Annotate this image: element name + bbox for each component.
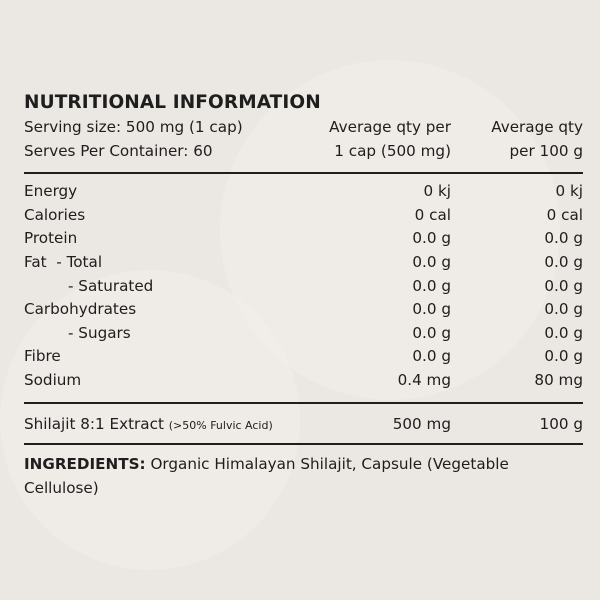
nutrient-per-100g: 0.0 g	[544, 347, 583, 366]
nutrient-label: - Saturated	[68, 276, 154, 295]
nutrient-per-100g: 0.0 g	[544, 276, 583, 295]
nutrient-per-serve: 0 cal	[414, 205, 451, 224]
col2-header: 1 cap (500 mg)	[334, 141, 451, 160]
nutrient-label: Energy	[24, 182, 78, 201]
nutrient-label: Protein	[24, 229, 78, 248]
nutrient-row: Fat - Total 0.0 g 0.0 g	[24, 251, 583, 275]
nutrient-per-serve: 0.0 g	[412, 276, 451, 295]
nutrient-label: Fibre	[24, 347, 61, 366]
nutrient-row: Protein 0.0 g 0.0 g	[24, 227, 583, 251]
background-watermark	[220, 60, 560, 400]
extract-note: (>50% Fulvic Acid)	[168, 418, 273, 432]
nutrient-per-100g: 0.0 g	[544, 300, 583, 319]
nutrient-per-serve: 0.0 g	[412, 323, 451, 342]
nutrient-per-serve: 0 kj	[423, 182, 451, 201]
ingredients: INGREDIENTS: Organic Himalayan Shilajit,…	[24, 452, 583, 500]
nutrient-row: Energy 0 kj 0 kj	[24, 180, 583, 204]
panel-title: NUTRITIONAL INFORMATION	[24, 92, 321, 113]
divider	[24, 172, 583, 175]
nutrient-row: Fibre 0.0 g 0.0 g	[24, 345, 583, 369]
nutrient-label: Sodium	[24, 370, 82, 389]
nutrient-row: - Saturated 0.0 g 0.0 g	[24, 275, 583, 299]
nutrient-per-100g: 0.0 g	[544, 252, 583, 271]
nutrient-per-100g: 0 kj	[555, 182, 583, 201]
nutrient-row: Calories 0 cal 0 cal	[24, 204, 583, 228]
col3-header: Average qty	[491, 118, 583, 136]
ingredients-heading: INGREDIENTS:	[24, 454, 146, 473]
nutrient-label: Fat - Total	[24, 252, 103, 271]
ingredients-text: Organic Himalayan Shilajit, Capsule (Veg…	[24, 454, 509, 497]
divider	[24, 401, 583, 404]
nutrient-row: Sodium 0.4 mg 80 mg	[24, 369, 583, 393]
divider	[24, 442, 583, 445]
serving-size: Serving size: 500 mg (1 cap)	[24, 118, 243, 136]
nutrient-per-serve: 0.0 g	[412, 229, 451, 248]
extract-label: Shilajit 8:1 Extract	[24, 414, 164, 433]
header-row: Serves Per Container: 60 1 cap (500 mg) …	[24, 140, 583, 164]
extract-per-100g: 100 g	[539, 414, 583, 433]
nutrient-per-serve: 0.4 mg	[397, 370, 451, 389]
nutrient-per-serve: 0.0 g	[412, 300, 451, 319]
nutrient-row: - Sugars 0.0 g 0.0 g	[24, 322, 583, 346]
header-row: Serving size: 500 mg (1 cap) Average qty…	[24, 116, 583, 140]
nutrient-per-100g: 0.0 g	[544, 323, 583, 342]
extract-label-cell: Shilajit 8:1 Extract (>50% Fulvic Acid)	[24, 411, 301, 438]
nutrient-per-serve: 0.0 g	[412, 252, 451, 271]
nutrient-per-100g: 0.0 g	[544, 229, 583, 248]
nutrient-per-serve: 0.0 g	[412, 347, 451, 366]
nutrient-label: Calories	[24, 205, 86, 224]
nutrition-panel: NUTRITIONAL INFORMATION Serving size: 50…	[24, 90, 583, 500]
extract-per-serve: 500 mg	[392, 414, 451, 433]
nutrient-per-100g: 80 mg	[534, 370, 583, 389]
nutrient-label: - Sugars	[68, 323, 131, 342]
nutrient-label: Carbohydrates	[24, 300, 137, 319]
nutrient-row: Carbohydrates 0.0 g 0.0 g	[24, 298, 583, 322]
serves-per-container: Serves Per Container: 60	[24, 141, 213, 160]
nutrient-table: Energy 0 kj 0 kj Calories 0 cal 0 cal Protein 0…	[24, 180, 583, 392]
col2-header: Average qty per	[329, 118, 451, 136]
nutrient-per-100g: 0 cal	[546, 205, 583, 224]
col3-header: per 100 g	[509, 141, 583, 160]
extract-row: Shilajit 8:1 Extract (>50% Fulvic Acid) …	[24, 411, 583, 438]
